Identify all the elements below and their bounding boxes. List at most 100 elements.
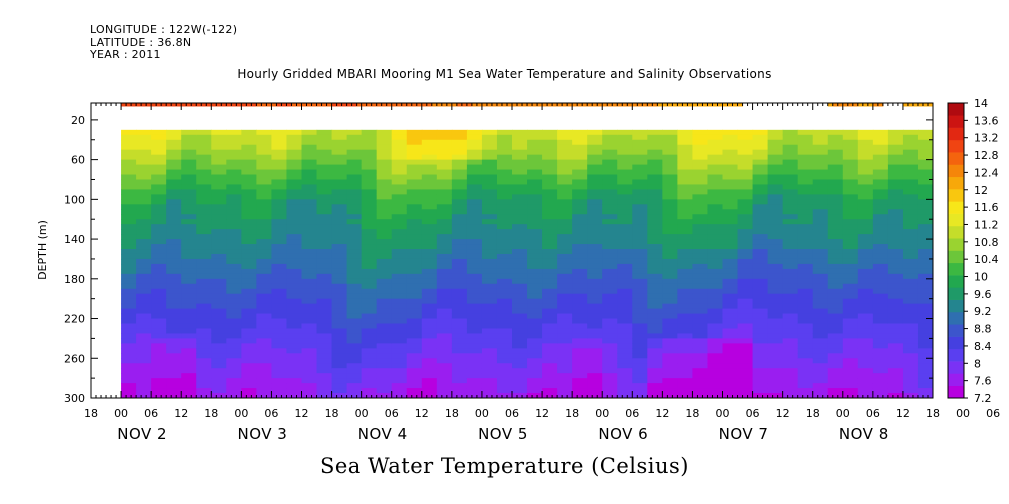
heatmap-cell — [737, 149, 754, 156]
heatmap-cell — [842, 373, 859, 379]
surface-cell — [136, 103, 142, 107]
heatmap-cell — [617, 283, 633, 290]
heatmap-cell — [181, 199, 197, 205]
heatmap-cell — [136, 318, 152, 325]
heatmap-cell — [271, 234, 288, 240]
heatmap-cell — [902, 219, 919, 225]
heatmap-cell — [391, 288, 408, 295]
heatmap-cell — [662, 293, 678, 300]
heatmap-cell — [752, 383, 769, 389]
heatmap-cell — [677, 363, 694, 369]
heatmap-cell — [857, 303, 874, 310]
surface-cell — [597, 103, 603, 107]
heatmap-cell — [617, 343, 633, 349]
heatmap-cell — [767, 338, 784, 344]
heatmap-cell — [737, 283, 754, 290]
heatmap-cell — [316, 224, 333, 230]
heatmap-cell — [902, 333, 919, 340]
heatmap-cell — [211, 343, 227, 349]
heatmap-cell — [512, 239, 528, 245]
heatmap-cell — [136, 283, 152, 290]
colorbar-label: 13.2 — [974, 132, 999, 145]
heatmap-cell — [707, 353, 724, 359]
heatmap-cell — [542, 313, 558, 320]
heatmap-cell — [466, 358, 483, 364]
heatmap-cell — [346, 328, 363, 335]
heatmap-cell — [391, 273, 408, 280]
heatmap-cell — [391, 383, 408, 389]
heatmap-cell — [737, 388, 754, 394]
heatmap-cell — [692, 273, 709, 280]
heatmap-cell — [451, 169, 468, 176]
heatmap-cell — [557, 278, 573, 285]
heatmap-cell — [782, 293, 799, 300]
heatmap-cell — [572, 219, 588, 225]
heatmap-cell — [331, 288, 348, 295]
heatmap-cell — [737, 204, 754, 210]
colorbar-band — [948, 361, 964, 374]
heatmap-cell — [361, 189, 378, 195]
heatmap-cell — [481, 388, 498, 394]
heatmap-cell — [211, 159, 227, 166]
heatmap-cell — [542, 209, 558, 215]
heatmap-cell — [256, 253, 273, 260]
heatmap-cell — [587, 194, 603, 200]
heatmap-cell — [797, 253, 814, 260]
heatmap-cell — [181, 224, 197, 230]
heatmap-cell — [647, 239, 663, 245]
heatmap-cell — [662, 144, 678, 151]
heatmap-cell — [602, 383, 618, 389]
heatmap-cell — [316, 139, 333, 146]
heatmap-cell — [767, 169, 784, 176]
heatmap-cell — [707, 343, 724, 349]
heatmap-cell — [842, 209, 859, 215]
heatmap-cell — [346, 214, 363, 220]
heatmap-cell — [692, 164, 709, 171]
heatmap-cell — [376, 139, 393, 146]
heatmap-cell — [166, 234, 182, 240]
heatmap-cell — [196, 258, 212, 265]
heatmap-cell — [181, 144, 197, 151]
heatmap-cell — [902, 308, 919, 315]
heatmap-cell — [376, 219, 393, 225]
heatmap-cell — [647, 283, 663, 290]
heatmap-cell — [887, 129, 904, 136]
heatmap-cell — [121, 169, 137, 176]
heatmap-cell — [361, 383, 378, 389]
heatmap-cell — [737, 273, 754, 280]
heatmap-cell — [617, 229, 633, 235]
y-tick-label: 140 — [64, 233, 85, 246]
heatmap-cell — [692, 214, 709, 220]
heatmap-cell — [602, 189, 618, 195]
heatmap-cell — [496, 263, 513, 270]
heatmap-cell — [512, 283, 528, 290]
heatmap-cell — [692, 393, 709, 398]
heatmap-cell — [451, 278, 468, 285]
heatmap-cell — [331, 199, 348, 205]
heatmap-cell — [557, 383, 573, 389]
heatmap-cell — [542, 298, 558, 305]
heatmap-cell — [662, 239, 678, 245]
heatmap-cell — [436, 338, 453, 344]
heatmap-cell — [226, 308, 242, 315]
heatmap-cell — [707, 383, 724, 389]
heatmap-cell — [722, 363, 739, 369]
heatmap-cell — [451, 229, 468, 235]
heatmap-cell — [211, 333, 227, 340]
heatmap-cell — [241, 179, 257, 186]
heatmap-cell — [887, 159, 904, 166]
heatmap-cell — [842, 229, 859, 235]
heatmap-cell — [827, 363, 844, 369]
heatmap-cell — [572, 373, 588, 379]
surface-cell — [562, 103, 568, 107]
heatmap-cell — [722, 348, 739, 354]
heatmap-cell — [722, 388, 739, 394]
heatmap-cell — [346, 313, 363, 320]
heatmap-cell — [707, 234, 724, 240]
heatmap-cell — [256, 318, 273, 325]
heatmap-cell — [121, 333, 137, 340]
heatmap-cell — [226, 283, 242, 290]
heatmap-cell — [782, 333, 799, 340]
heatmap-cell — [572, 363, 588, 369]
heatmap-cell — [211, 298, 227, 305]
